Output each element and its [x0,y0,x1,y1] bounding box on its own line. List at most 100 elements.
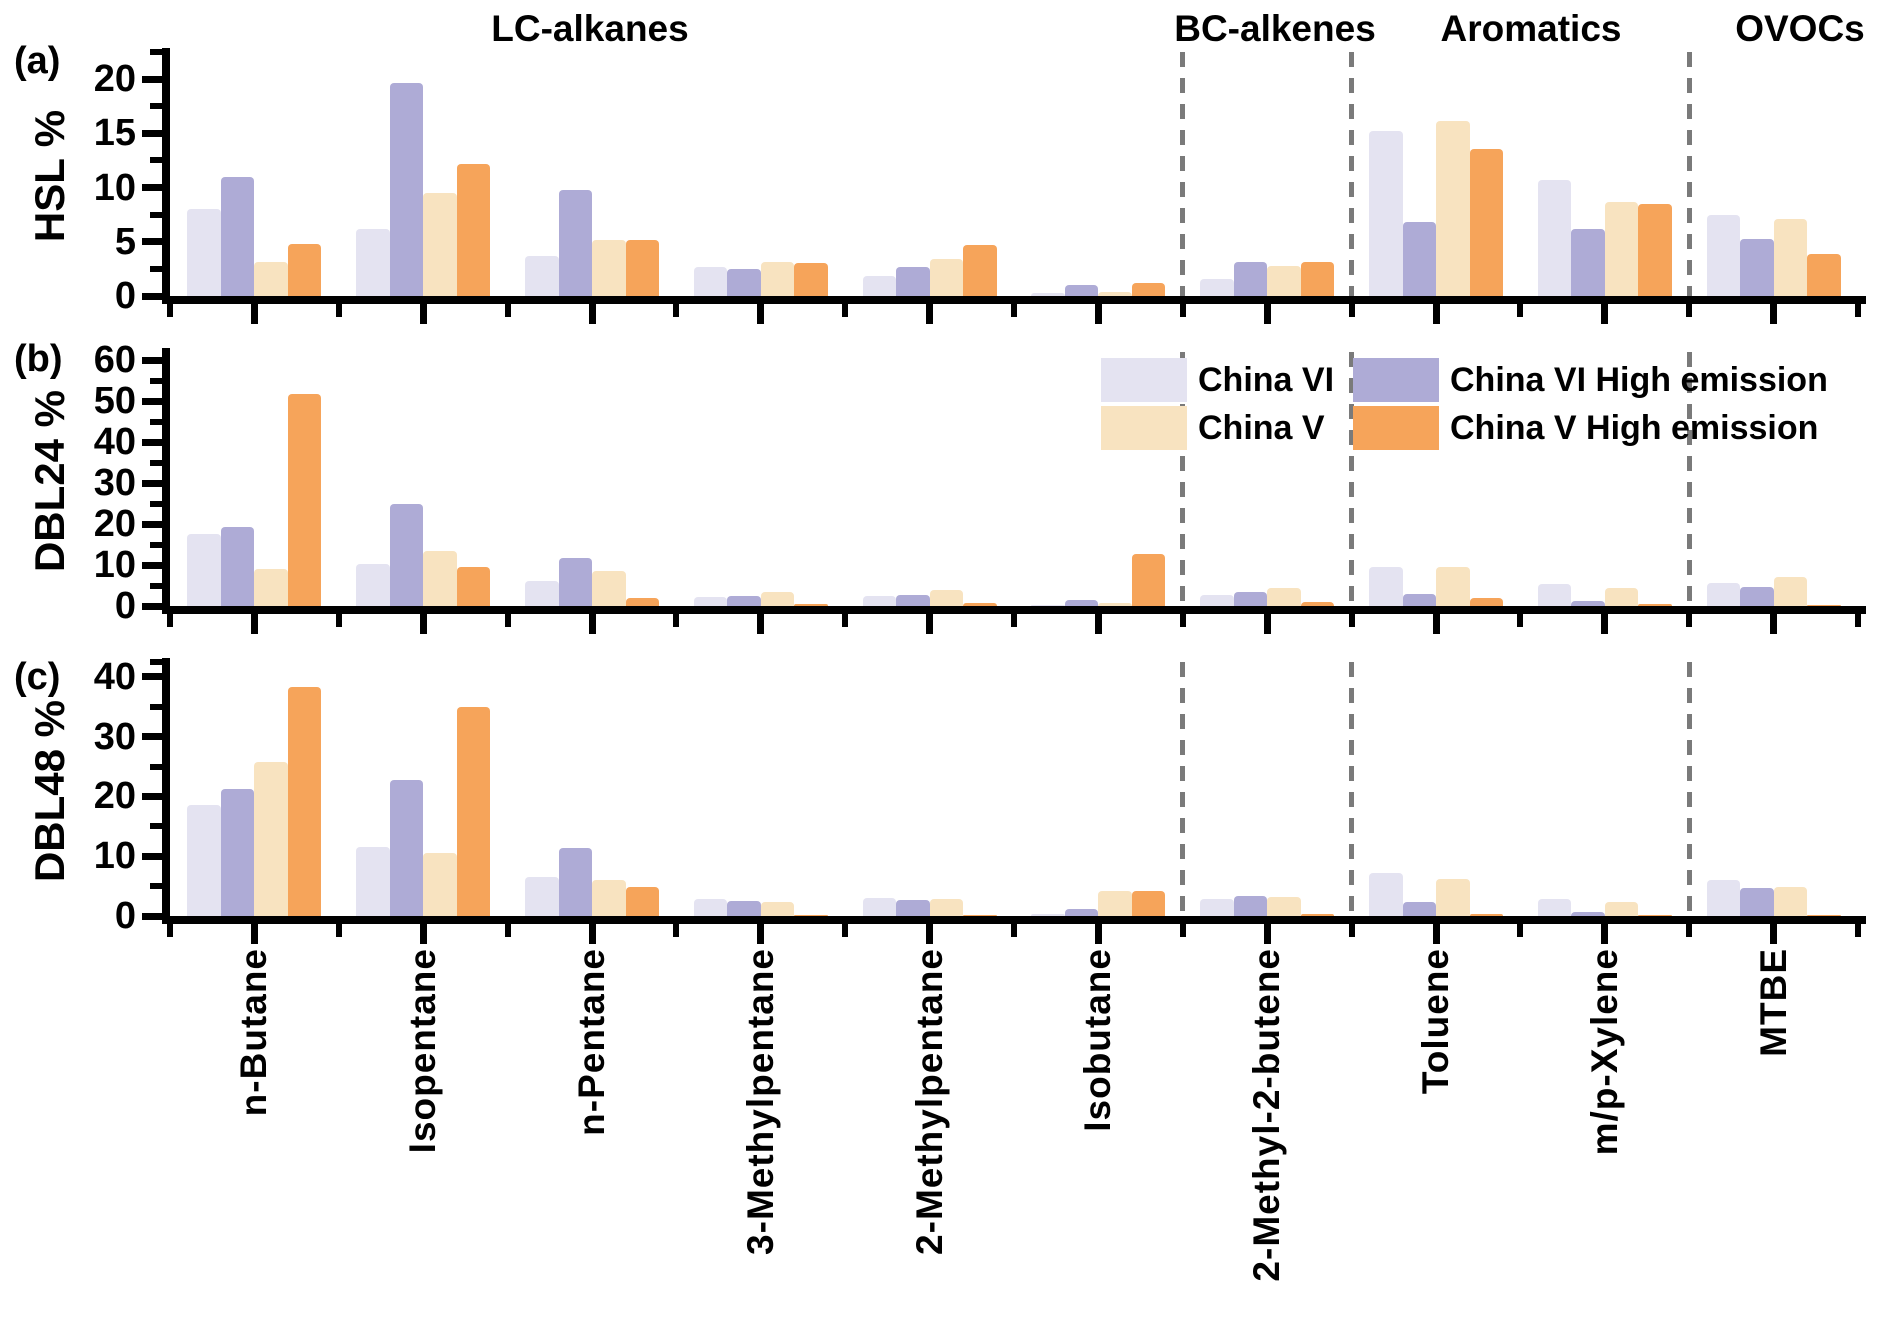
legend-swatch-china-v [1101,406,1187,450]
panel-b-bar-china-vi-high-emission [1402,593,1436,606]
panel-a-bar-china-v [1098,291,1132,296]
panel-c-x-minor-tick [1348,924,1355,937]
legend-label-china-v-high-emission: China V High emission [1450,409,1819,447]
x-category-label: Toluene [1415,948,1456,1095]
panel-a-y-tick-label: 5 [114,220,136,263]
panel-a-bar-china-v [929,259,964,296]
panel-a-x-minor-tick [1517,304,1524,317]
panel-b-y-major-tick [142,520,162,528]
panel-c-bar-china-v-high-emission [287,687,322,916]
panel-b-bar-china-v [760,592,795,606]
panel-c-x-axis [162,916,1866,924]
panel-b-bar-china-vi [862,596,897,606]
panel-b-y-tick-label: 50 [93,380,136,423]
panel-a-y-tick-label: 20 [93,58,136,101]
x-category-label: n-Pentane [571,948,612,1136]
panel-b-bar-china-vi [693,596,728,606]
panel-b-bar-china-v-high-emission [1300,602,1335,606]
panel-a-bar-china-vi-high-emission [558,189,592,296]
panel-a-bar-china-vi [1537,179,1572,296]
x-category-label: 2-Methylpentane [908,948,950,1255]
panel-a-x-minor-tick [335,304,342,317]
panel-b-bar-china-vi-high-emission [896,594,930,606]
group-label-aromatics: Aromatics [1440,8,1622,49]
panel-b-bar-china-vi [525,580,559,606]
panel-c-x-major-tick [250,924,258,944]
panel-c-bar-china-v-high-emission [794,915,828,916]
panel-c-x-minor-tick [842,924,849,937]
panel-b-bar-china-v-high-emission [963,602,997,606]
panel-a-x-major-tick [926,304,934,324]
panel-c-x-major-tick [1770,924,1778,944]
panel-c-bar-china-vi [1706,880,1741,916]
panel-b-x-major-tick [757,614,765,634]
panel-b-bar-china-v-high-emission [1469,598,1503,606]
panel-a-y-major-tick [142,75,162,83]
panel-c-bar-china-vi-high-emission [727,901,761,916]
panel-a-bar-china-v [1773,219,1808,296]
panel-c-bar-china-v [929,899,964,916]
panel-a-x-axis [162,296,1866,304]
panel-b-y-major-tick [142,438,162,446]
panel-a-y-major-tick [142,184,162,192]
panel-a-bar-china-vi [693,266,728,296]
panel-b-group-separator-line [1180,352,1186,606]
panel-a-bar-china-vi-high-emission [1571,228,1605,296]
panel-c-y-major-tick [142,673,162,681]
panel-b-y-minor-tick [150,541,162,548]
panel-b-bar-china-vi-high-emission [558,557,592,606]
panel-a-x-major-tick [1601,304,1609,324]
panel-c-y-major-tick [142,852,162,860]
panel-a-group-separator-line [1180,52,1186,296]
panel-c-bar-china-v [254,761,288,916]
panel-c-bar-china-v [1773,886,1808,916]
panel-a-bar-china-v-high-emission [963,245,997,296]
panel-a-bar-china-v-high-emission [287,243,322,296]
panel-b-y-tick-label: 40 [93,421,136,464]
panel-a-x-major-tick [757,304,765,324]
panel-c-bar-china-v-high-emission [1300,914,1335,916]
panel-a-x-major-tick [1094,304,1102,324]
panel-b-y-major-tick [142,602,162,610]
panel-a-x-minor-tick [1855,304,1861,317]
panel-b-y-axis [162,348,170,614]
panel-a-x-minor-tick [842,304,849,317]
panel-a-y-tick-label: 0 [114,275,136,317]
panel-c-bar-china-vi [187,805,221,916]
panel-b-x-minor-tick [1348,614,1355,627]
panel-a-bar-china-vi [187,209,221,296]
panel-b-bar-china-v [1436,566,1470,606]
panel-b-bar-china-v-high-emission [625,597,659,606]
panel-c-bar-china-vi [1200,899,1234,916]
panel-b-x-major-tick [1601,614,1609,634]
legend-label-china-v: China V [1198,409,1325,447]
panel-c-y-tick-label: 40 [93,655,136,698]
panel-b-x-major-tick [588,614,596,634]
panel-a-bar-china-v [254,262,288,296]
panel-c-bar-china-vi-high-emission [1740,887,1774,916]
panel-c-y-minor-tick [150,883,162,890]
panel-c-bar-china-vi-high-emission [1064,908,1099,916]
panel-a-bar-china-v-high-emission [1807,253,1841,296]
panel-c-x-major-tick [926,924,934,944]
panel-a-x-major-tick [1263,304,1271,324]
panel-b-x-major-tick [250,614,258,634]
legend-swatch-china-v-high-emission [1353,406,1439,450]
panel-c-y-major-tick [142,912,162,920]
panel-a-y-minor-tick [150,265,162,272]
panel-b-bar-china-vi [1200,595,1234,606]
panel-a-bar-china-v-high-emission [1469,148,1503,296]
panel-c-bar-china-v [592,880,626,916]
panel-b-y-minor-tick [150,418,162,425]
panel-a-bar-china-v-high-emission [625,239,659,296]
panel-a-bar-china-v-high-emission [456,163,491,296]
panel-c-bar-china-vi [862,898,897,916]
panel-b-bar-china-vi [187,534,221,606]
panel-a-y-major-tick [142,238,162,246]
legend-label-china-vi: China VI [1198,361,1335,399]
panel-a-bar-china-vi-high-emission [220,176,255,296]
panel-c-x-minor-tick [1179,924,1186,937]
panel-b-group-separator-line [1349,352,1355,606]
panel-a-bar-china-vi [1200,278,1234,296]
panel-c-letter: (c) [14,656,61,698]
